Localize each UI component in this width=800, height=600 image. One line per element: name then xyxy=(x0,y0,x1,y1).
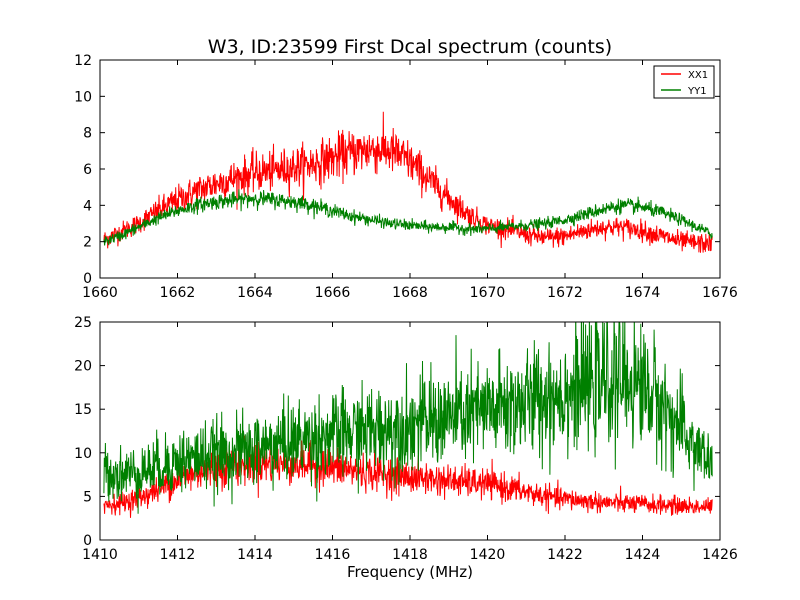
x-tick-label: 1426 xyxy=(702,547,738,563)
x-tick-label: 1660 xyxy=(82,285,118,301)
top-axis-ticks: 1660 1662 1664 1666 1668 1670 1672 1674 1676 0 2 4 6… xyxy=(74,53,738,301)
y-tick-label: 12 xyxy=(74,53,92,69)
bottom-axis-ticks: 1410 1412 1414 1416 1418 1420 1422 1424 1426 0 5 10… xyxy=(74,315,738,563)
x-tick-label: 1674 xyxy=(625,285,661,301)
x-tick-label: 1418 xyxy=(392,547,428,563)
series-line-xx1 xyxy=(103,435,713,518)
y-tick-label: 20 xyxy=(74,359,92,375)
top-legend: XX1 YY1 xyxy=(653,65,715,99)
x-tick-label: 1676 xyxy=(702,285,738,301)
x-tick-label: 1668 xyxy=(392,285,428,301)
x-tick-label: 1424 xyxy=(625,547,661,563)
y-tick-label: 0 xyxy=(83,271,92,287)
top-spectrum-plot: 1660 1662 1664 1666 1668 1670 1672 1674 1676 0 2 4 6… xyxy=(74,53,738,301)
x-tick-label: 1416 xyxy=(315,547,351,563)
x-tick-label: 1670 xyxy=(470,285,506,301)
y-tick-label: 25 xyxy=(74,315,92,331)
x-tick-label: 1420 xyxy=(470,547,506,563)
legend-label-yy1: YY1 xyxy=(687,86,707,97)
y-tick-label: 4 xyxy=(83,198,92,214)
x-tick-label: 1412 xyxy=(160,547,196,563)
y-tick-label: 5 xyxy=(83,489,92,505)
y-tick-label: 0 xyxy=(83,533,92,549)
x-tick-label: 1666 xyxy=(315,285,351,301)
x-tick-label: 1410 xyxy=(82,547,118,563)
top-series-layer xyxy=(103,111,713,253)
x-tick-label: 1414 xyxy=(237,547,273,563)
x-tick-label: 1672 xyxy=(547,285,583,301)
y-tick-label: 15 xyxy=(74,402,92,418)
chart-title: W3, ID:23599 First Dcal spectrum (counts… xyxy=(208,36,612,58)
y-tick-label: 10 xyxy=(74,89,92,105)
series-line-xx1 xyxy=(103,111,713,253)
legend-box xyxy=(653,65,715,99)
series-line-yy1 xyxy=(103,322,713,514)
bottom-series-layer xyxy=(103,322,713,518)
y-tick-label: 2 xyxy=(83,235,92,251)
legend-label-xx1: XX1 xyxy=(688,70,708,81)
x-tick-label: 1422 xyxy=(547,547,583,563)
bottom-spectrum-plot: 1410 1412 1414 1416 1418 1420 1422 1424 1426 0 5 10… xyxy=(74,315,738,581)
y-tick-label: 6 xyxy=(83,162,92,178)
x-tick-label: 1664 xyxy=(237,285,273,301)
x-axis-label: Frequency (MHz) xyxy=(347,563,473,581)
x-tick-label: 1662 xyxy=(160,285,196,301)
y-tick-label: 8 xyxy=(83,126,92,142)
y-tick-label: 10 xyxy=(74,446,92,462)
series-line-yy1 xyxy=(103,189,713,246)
